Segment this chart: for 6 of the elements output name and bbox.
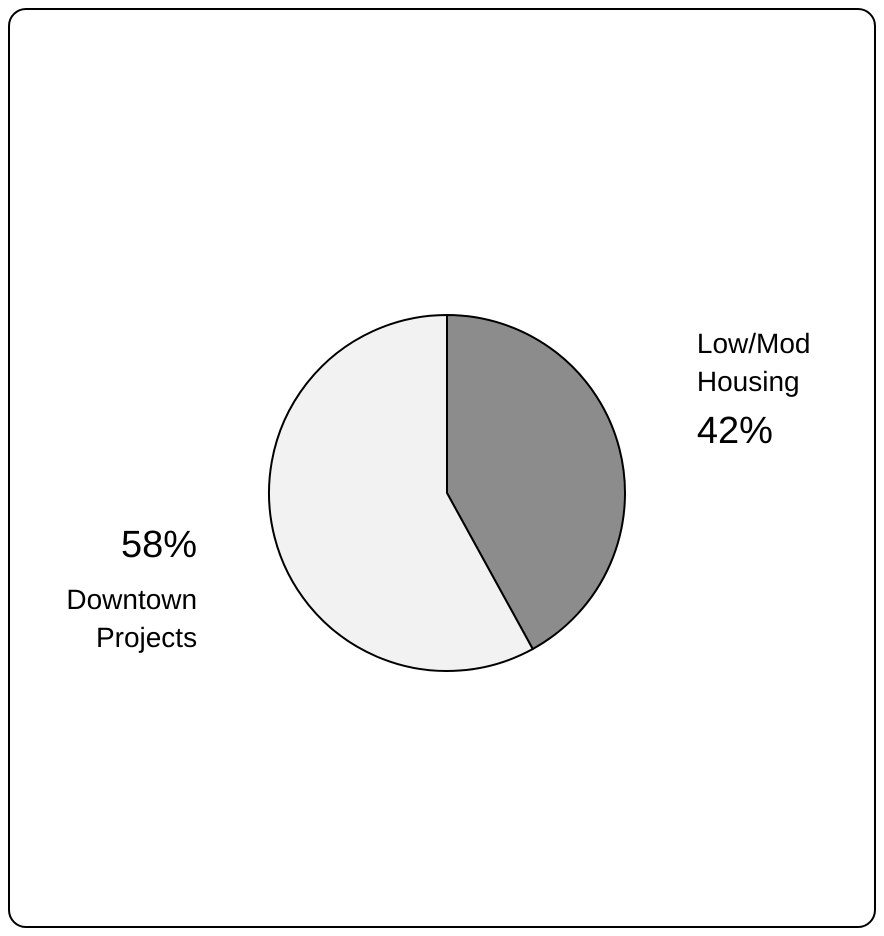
pie-slice bbox=[268, 314, 534, 672]
data-label: 42% bbox=[696, 410, 773, 452]
pie-slice bbox=[446, 314, 626, 650]
slice-label: Low/Mod Housing bbox=[696, 328, 811, 397]
data-label: 58% bbox=[121, 524, 198, 566]
slice-label: Downtown Projects bbox=[66, 584, 198, 654]
